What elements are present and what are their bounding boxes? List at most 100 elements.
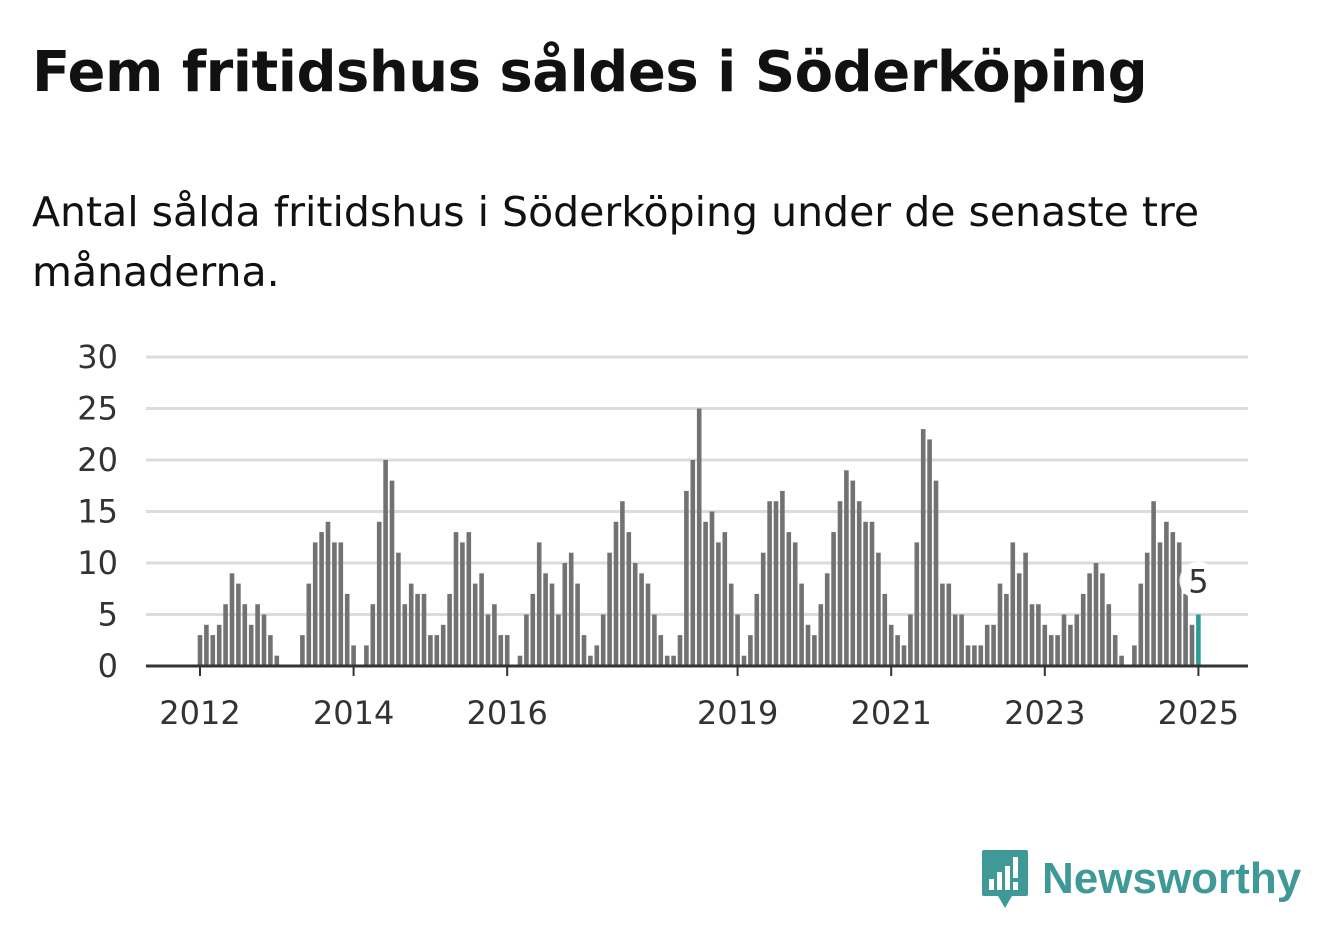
y-tick-label: 5 (98, 596, 118, 634)
bar (261, 614, 267, 666)
latest-value-label: 5 (1188, 563, 1208, 601)
x-tick-label: 2023 (1004, 694, 1085, 732)
bar (255, 604, 260, 666)
bar (389, 480, 395, 666)
bar (1029, 604, 1035, 666)
bar (248, 624, 254, 666)
bar (440, 624, 446, 666)
bar (530, 593, 536, 666)
bar (984, 624, 990, 666)
bar (722, 532, 728, 666)
bar (1183, 593, 1188, 666)
bar (197, 635, 203, 666)
bar (1010, 542, 1016, 666)
bar (658, 635, 664, 666)
y-tick-label: 30 (77, 338, 118, 376)
bar (748, 635, 753, 666)
bar (850, 480, 856, 666)
bar (792, 542, 798, 666)
bar (1170, 532, 1176, 666)
bar (1132, 645, 1137, 666)
brand: Newsworthy (980, 848, 1301, 910)
bar (300, 635, 305, 666)
bar (402, 604, 408, 666)
bar (844, 470, 849, 666)
bar (1144, 552, 1150, 666)
bar (479, 573, 484, 666)
x-axis-labels: 2012 2014 2016 2019 2021 2023 2025 (159, 666, 1239, 732)
bar (415, 593, 420, 666)
bar (997, 583, 1003, 666)
bar (524, 614, 529, 666)
bar (351, 645, 356, 666)
bar (421, 593, 427, 666)
bar (620, 501, 625, 666)
brand-name: Newsworthy (1042, 854, 1302, 903)
bar (396, 552, 401, 666)
bar (460, 542, 465, 666)
bar (837, 501, 843, 666)
bar (1189, 624, 1195, 666)
bar (1061, 614, 1067, 666)
bar (1023, 552, 1028, 666)
bar (914, 542, 920, 666)
bar (780, 490, 785, 666)
bar (927, 439, 932, 666)
bar-highlight (1196, 614, 1201, 666)
bar (575, 583, 580, 666)
bar (716, 542, 721, 666)
bar (805, 624, 811, 666)
bar (364, 645, 369, 666)
bar (933, 480, 939, 666)
bar (447, 593, 452, 666)
bar (1157, 542, 1163, 666)
bar (639, 573, 644, 666)
bar (677, 635, 683, 666)
bar (818, 604, 824, 666)
bar (901, 645, 907, 666)
bar (1138, 583, 1144, 666)
bar (1055, 635, 1060, 666)
x-tick-label: 2019 (697, 694, 778, 732)
bar (306, 583, 312, 666)
bar (504, 635, 510, 666)
bar (652, 614, 657, 666)
bar (613, 521, 619, 666)
bar (466, 532, 472, 666)
bar (831, 532, 836, 666)
bar (799, 583, 804, 666)
bar (671, 655, 676, 666)
bar (376, 521, 382, 666)
bar (332, 542, 337, 666)
bar (1036, 604, 1041, 666)
highlight-annotation: 5 (1179, 561, 1218, 601)
bar (690, 460, 696, 666)
bar (344, 593, 350, 666)
bar (319, 532, 324, 666)
bar (632, 563, 638, 666)
bar (1164, 521, 1169, 666)
bar (1004, 593, 1009, 666)
bar (856, 501, 862, 666)
bar (991, 624, 996, 666)
bar (588, 655, 593, 666)
bar (940, 583, 945, 666)
bar (556, 614, 561, 666)
bar (543, 573, 548, 666)
bar (229, 573, 235, 666)
bar (728, 583, 734, 666)
bar (645, 583, 651, 666)
bar (492, 604, 497, 666)
bar (965, 645, 971, 666)
y-tick-label: 0 (98, 647, 118, 685)
bar (978, 645, 984, 666)
x-tick-label: 2014 (313, 694, 394, 732)
x-tick-label: 2025 (1158, 694, 1239, 732)
bar (338, 542, 344, 666)
newsworthy-logo-icon (982, 850, 1028, 908)
bar (216, 624, 222, 666)
bars (197, 408, 1201, 666)
bar (434, 635, 440, 666)
bar (760, 552, 766, 666)
